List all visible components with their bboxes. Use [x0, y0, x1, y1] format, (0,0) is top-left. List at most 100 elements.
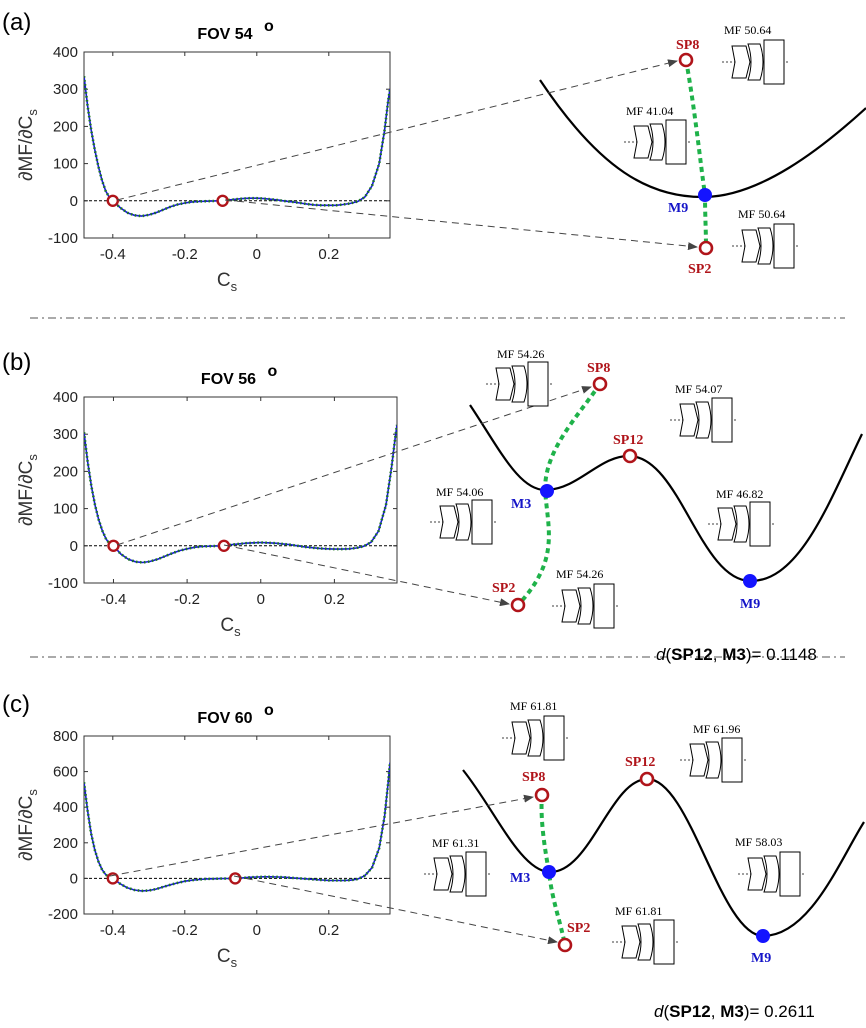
mf-value: MF 41.04: [626, 104, 673, 118]
series-group: [84, 424, 397, 564]
mf-value: MF 46.82: [716, 487, 763, 501]
series-dotted-overlay: [84, 762, 390, 893]
mf-value: MF 50.64: [724, 23, 771, 37]
x-axis-label-sub: s: [234, 624, 241, 639]
saddle-point-marker: [622, 448, 638, 464]
y-tick-label: 800: [53, 728, 78, 745]
y-tick-label: -100: [48, 230, 78, 247]
distance-value: )= 0.2611: [744, 1002, 815, 1021]
point-label-sp12: SP12: [613, 433, 643, 448]
y-tick-label: 0: [70, 538, 78, 555]
series-dotted-overlay: [84, 76, 390, 218]
y-tick-label: 300: [53, 81, 78, 98]
plot-c: FOV 60 o -200 0 200 400 600 800 -0.4 -0.2 0 0.2 Cs ∂M…: [16, 702, 391, 970]
lens-icon: [612, 919, 680, 965]
saddle-point-marker: [678, 52, 694, 68]
distance-annotation: d(SP12, M3)= 0.2611: [654, 1002, 815, 1021]
minimum-marker: [542, 865, 556, 879]
y-tick-label: 0: [70, 870, 78, 887]
plot-a: FOV 54 o -100 0 100 200 300 400 -0.4 -0.2 0 0.2 Cs ∂M…: [16, 18, 391, 294]
distance-comma: ,: [713, 645, 722, 664]
zero-crossing-marker: [216, 194, 229, 208]
x-tick-label: -0.4: [100, 922, 126, 939]
lens-icon: [722, 39, 790, 85]
plot-frame: [83, 51, 391, 239]
lens-icon: [502, 715, 570, 761]
y-tick-label: 200: [53, 463, 78, 480]
saddle-point-marker: [639, 771, 655, 787]
chart-title: FOV 54: [197, 26, 252, 43]
zero-crossing-marker: [106, 194, 120, 208]
title-degree: o: [268, 363, 278, 380]
y-axis-label-sub: s: [25, 109, 40, 116]
mf-value: MF 50.64: [738, 207, 785, 221]
plot-frame: [83, 735, 391, 915]
saddle-point-marker: [592, 376, 608, 392]
lens-icon: [486, 361, 554, 407]
arrow: [233, 875, 558, 945]
lens-icon: [424, 851, 492, 897]
y-tick-label: -200: [48, 906, 78, 923]
x-tick-label: -0.4: [100, 246, 126, 263]
arrow: [223, 544, 510, 607]
arrow: [116, 59, 678, 201]
x-tick-label: 0.2: [324, 591, 345, 608]
x-tick-label: 0.2: [318, 922, 339, 939]
mf-value: MF 61.31: [432, 836, 479, 850]
distance-sp12: SP12: [671, 645, 713, 664]
y-axis-label-sub: s: [25, 789, 40, 796]
x-axis-label-sub: s: [231, 279, 238, 294]
chart-title: FOV 60: [197, 710, 252, 727]
lens-icon: [738, 851, 806, 897]
y-tick-label: 400: [53, 389, 78, 406]
mf-value: MF 54.07: [675, 382, 722, 396]
y-tick-label: 400: [53, 799, 78, 816]
minimum-marker: [756, 929, 770, 943]
x-tick-label: 0: [253, 246, 261, 263]
lens-icon: [670, 397, 738, 443]
zero-crossing-marker: [107, 539, 120, 552]
distance-d: d: [656, 645, 666, 664]
x-tick-label: -0.2: [172, 246, 198, 263]
title-degree: o: [264, 18, 274, 35]
mf-value: MF 54.26: [556, 567, 603, 581]
mf-value: MF 61.96: [693, 722, 740, 736]
y-tick-label: 200: [53, 118, 78, 135]
series-line: [84, 76, 390, 217]
saddle-point-marker: [510, 597, 526, 613]
y-axis-label: ∂MF/∂Cs: [16, 789, 40, 861]
minimum-marker: [698, 188, 712, 202]
x-tick-label: 0: [253, 922, 261, 939]
x-axis-label: Cs: [217, 270, 238, 294]
y-tick-label: 200: [53, 835, 78, 852]
saddle-point-marker: [534, 787, 550, 803]
mf-value: MF 58.03: [735, 835, 782, 849]
lens-icon: [708, 501, 776, 547]
distance-comma: ,: [711, 1002, 720, 1021]
arrow: [116, 386, 592, 546]
mf-value: MF 54.06: [436, 485, 483, 499]
arrow: [224, 199, 698, 251]
point-label-sp8: SP8: [676, 38, 699, 53]
mf-value: MF 61.81: [615, 904, 662, 918]
mf-value: MF 61.81: [510, 699, 557, 713]
panel-label: (c): [2, 691, 30, 718]
path-dashed-green: [539, 794, 567, 946]
x-axis-label-sub: s: [231, 955, 238, 970]
distance-open: (: [665, 645, 671, 664]
series-dotted-overlay: [84, 424, 397, 564]
point-label-m9: M9: [668, 201, 688, 216]
y-tick-label: 100: [53, 501, 78, 518]
y-axis-label: ∂MF/∂Cs: [16, 454, 40, 526]
y-axis-label: ∂MF/∂Cs: [16, 109, 40, 181]
x-tick-label: 0: [257, 591, 265, 608]
point-label-sp2: SP2: [688, 262, 711, 277]
panel-label: (a): [2, 9, 31, 36]
point-label-m9: M9: [751, 951, 771, 966]
series-line: [84, 762, 390, 892]
chart-title: FOV 56: [201, 371, 256, 388]
point-label-m3: M3: [510, 871, 530, 886]
point-label-sp12: SP12: [625, 755, 655, 770]
y-tick-label: 100: [53, 156, 78, 173]
